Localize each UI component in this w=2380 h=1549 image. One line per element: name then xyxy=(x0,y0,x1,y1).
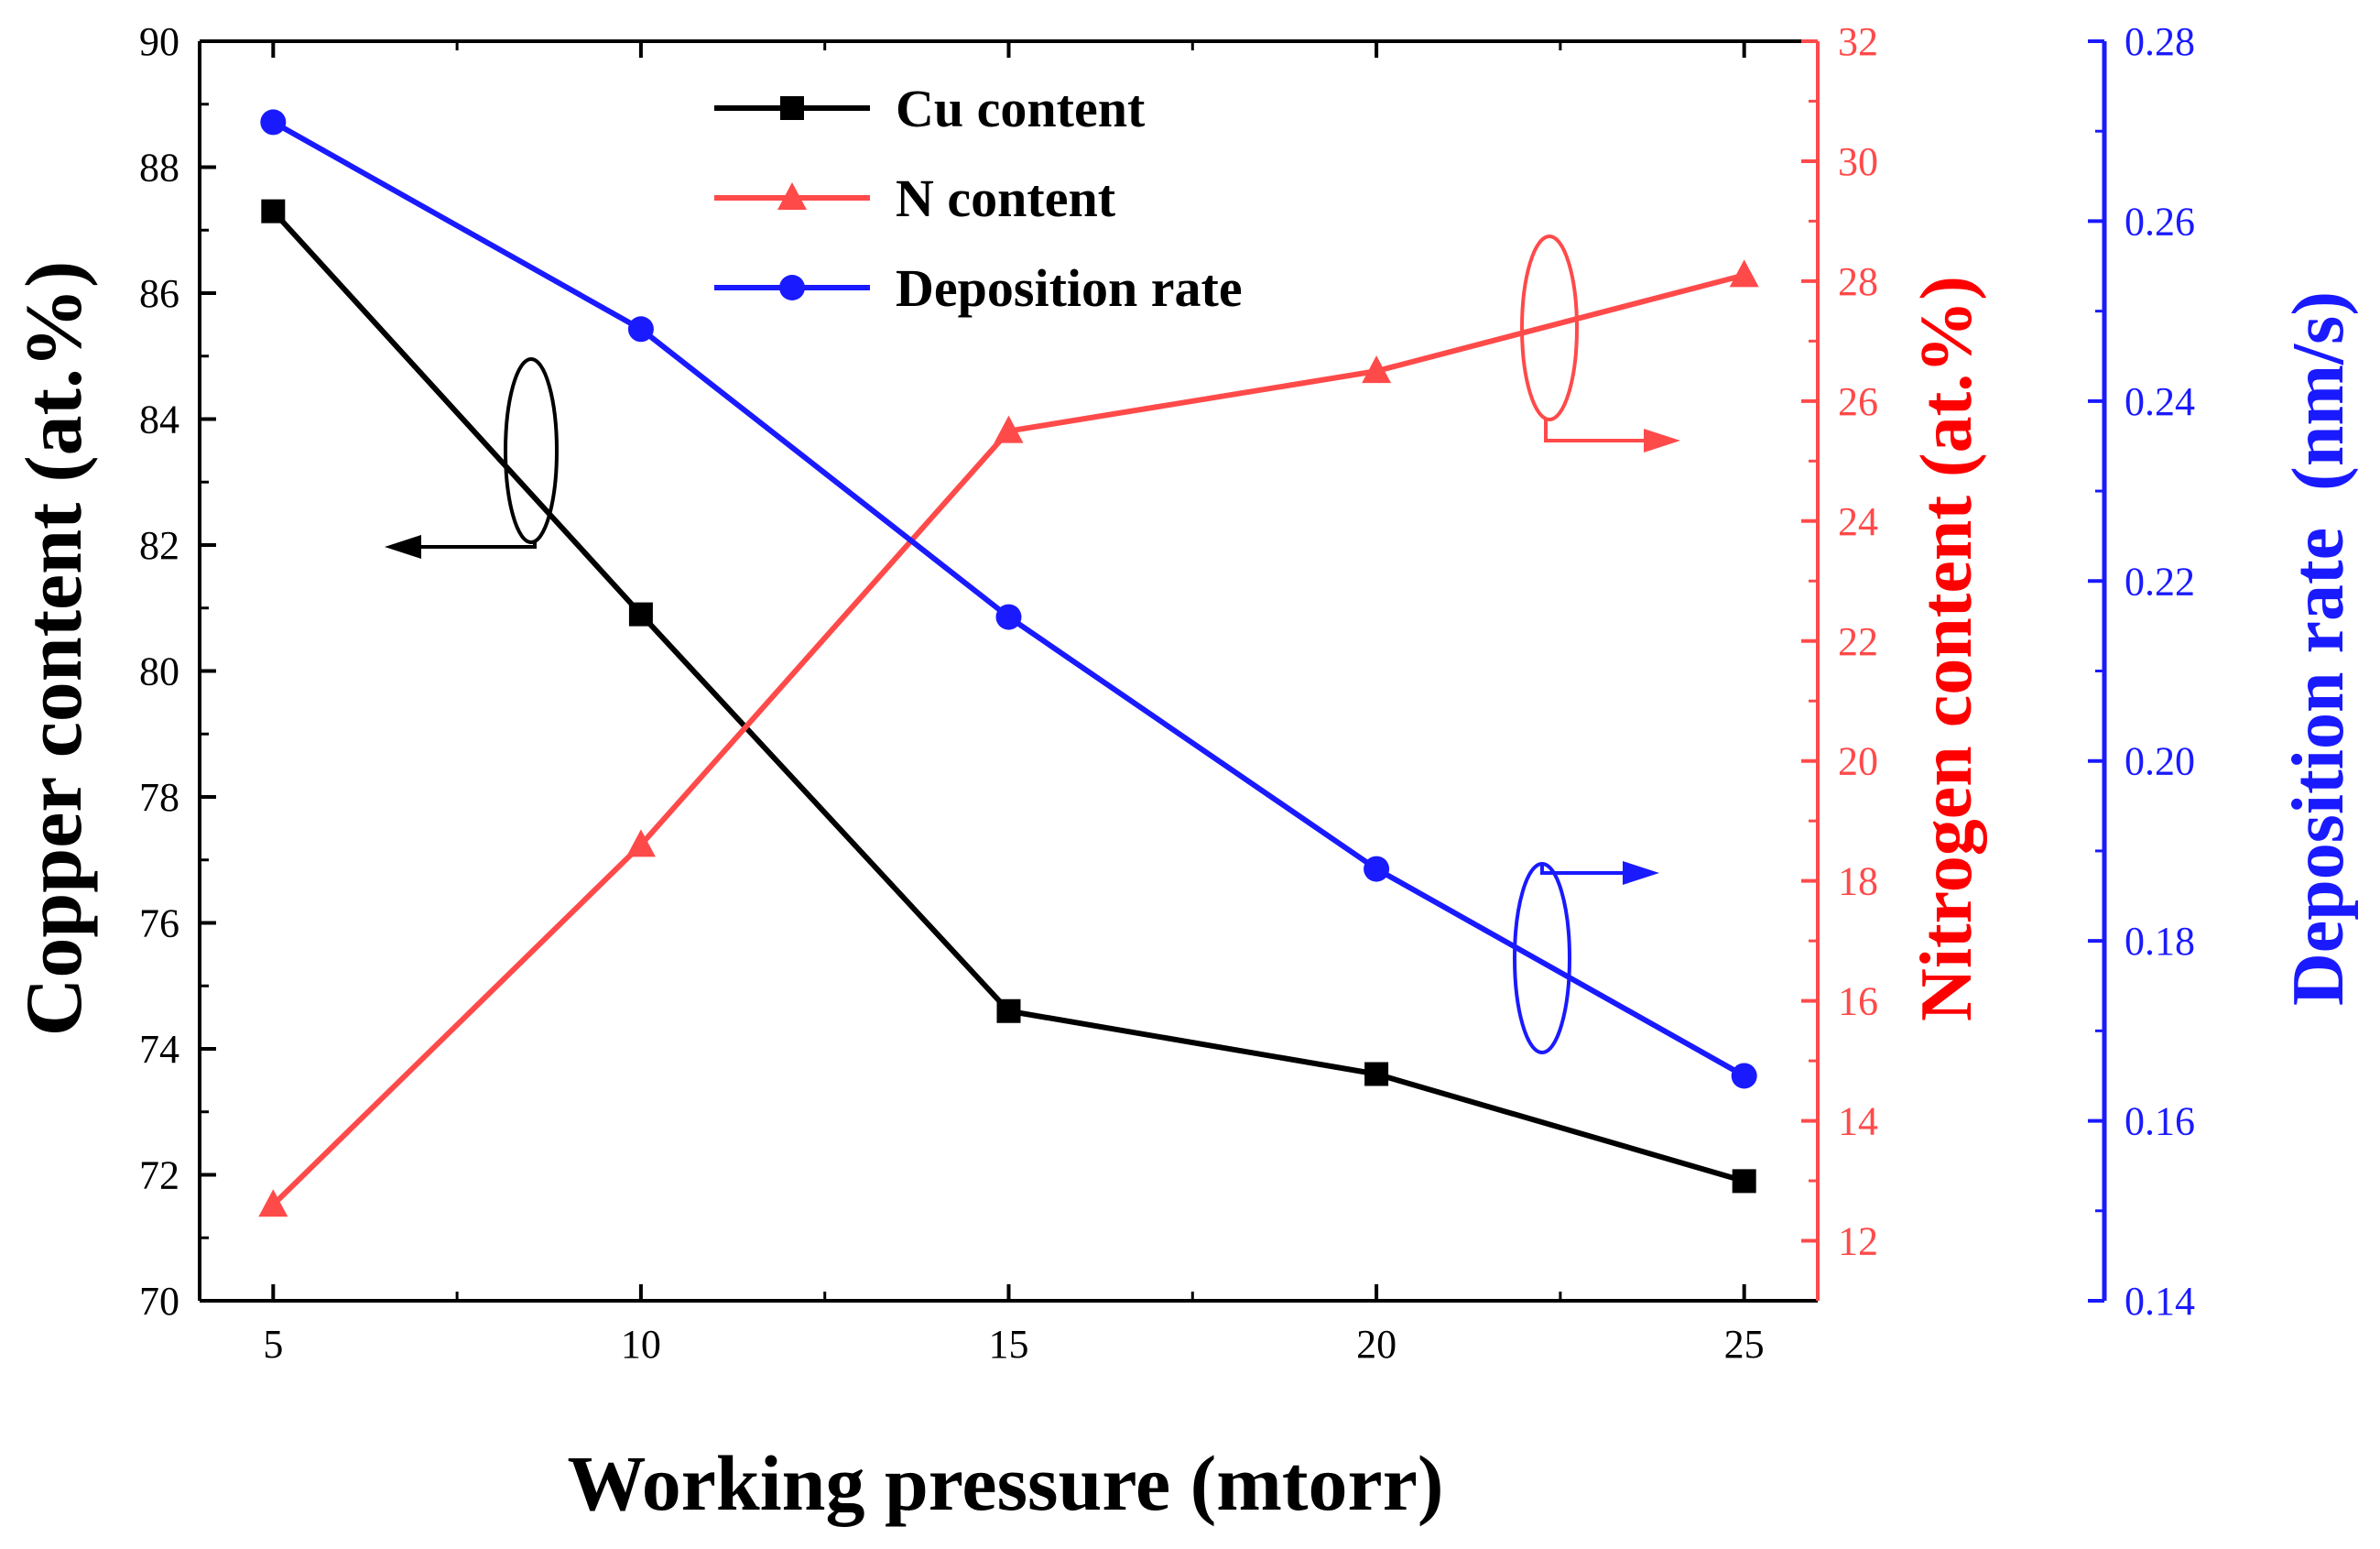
cu-content-point xyxy=(628,602,653,627)
deposition-axis-tick-label: 0.24 xyxy=(2125,379,2195,424)
n-content-point xyxy=(625,829,656,857)
deposition-axis-title: Deposition rate (nm/s) xyxy=(2278,291,2359,1006)
nitrogen-axis-tick-label: 28 xyxy=(1838,259,1878,304)
axis-titles: Working pressure (mtorr) Copper content … xyxy=(10,261,2359,1527)
left-axis-tick-label: 76 xyxy=(139,901,179,946)
cu-axis-indicator-arrowhead xyxy=(385,535,421,559)
left-axis-tick-label: 74 xyxy=(139,1027,179,1072)
plot-frame xyxy=(198,39,2107,1303)
axes-layer: 5 10 15 20 25 70 72 74 76 78 80 82 84 86 88 90 12 14 16 18 2… xyxy=(139,19,2195,1367)
legend-cu-content-marker xyxy=(780,96,804,120)
x-axis-title: Working pressure (mtorr) xyxy=(567,1439,1443,1527)
deposition-axis-indicator-arrowhead xyxy=(1623,861,1659,885)
cu-content-point xyxy=(261,199,286,224)
nitrogen-axis-tick-label: 16 xyxy=(1838,979,1878,1024)
left-axis-tick-label: 90 xyxy=(139,19,179,64)
left-axis-tick-label: 86 xyxy=(139,271,179,316)
left-axis-tick-label: 88 xyxy=(139,146,179,191)
nitrogen-axis-tick-label: 12 xyxy=(1838,1219,1878,1264)
deposition-axis-tick-label: 0.14 xyxy=(2125,1279,2195,1324)
nitrogen-axis-tick-label: 18 xyxy=(1838,859,1878,904)
legend-n-content-label: N content xyxy=(896,169,1116,228)
x-tick-label: 15 xyxy=(989,1322,1029,1367)
deposition-axis-title-main: Deposition rate xyxy=(2278,528,2359,1006)
left-axis-tick-label: 78 xyxy=(139,775,179,820)
n-content-point xyxy=(1362,355,1392,384)
cu-content-point xyxy=(996,998,1021,1023)
x-tick-label: 5 xyxy=(263,1322,283,1367)
nitrogen-axis-tick-label: 30 xyxy=(1838,139,1878,184)
n-content-point xyxy=(258,1189,288,1217)
deposition-axis-title-unit: (nm/s) xyxy=(2278,291,2359,491)
n-content-line xyxy=(271,272,1745,1207)
n-axis-indicator-arrow-shaft xyxy=(1544,420,1659,442)
cu-axis-indicator-ellipse xyxy=(504,357,559,544)
cu-content-point xyxy=(1364,1062,1389,1086)
legend-cu-content-label: Cu content xyxy=(896,79,1146,138)
legend-n-content-marker xyxy=(777,182,807,210)
deposition-axis-tick-label: 0.18 xyxy=(2125,919,2195,964)
deposition-rate-point xyxy=(1364,856,1390,882)
deposition-axis-tick-label: 0.28 xyxy=(2125,19,2195,64)
x-tick-label: 20 xyxy=(1356,1322,1396,1367)
legend-deposition-rate-label: Deposition rate xyxy=(896,258,1243,318)
n-axis-indicator-ellipse xyxy=(1520,235,1579,421)
deposition-axis-tick-label: 0.20 xyxy=(2125,739,2195,784)
left-axis-tick-label: 82 xyxy=(139,523,179,568)
x-tick-label: 10 xyxy=(621,1322,661,1367)
n-axis-indicator-arrowhead xyxy=(1644,429,1680,453)
left-axis-tick-label: 80 xyxy=(139,649,179,694)
series-layer xyxy=(258,109,1759,1217)
x-tick-label: 25 xyxy=(1724,1322,1765,1367)
n-content-point xyxy=(1729,259,1759,288)
left-axis-tick-label: 84 xyxy=(139,398,179,442)
deposition-axis-tick-label: 0.22 xyxy=(2125,559,2195,604)
left-axis-title: Copper content (at.%) xyxy=(10,261,99,1036)
deposition-axis-indicator-ellipse xyxy=(1513,862,1571,1054)
cu-content-point xyxy=(1732,1169,1756,1194)
axis-indicators xyxy=(385,235,1680,1054)
nitrogen-axis-tick-label: 26 xyxy=(1838,379,1878,424)
nitrogen-axis-tick-label: 22 xyxy=(1838,619,1878,664)
left-axis-tick-label: 70 xyxy=(139,1279,179,1324)
deposition-rate-point xyxy=(995,604,1022,630)
n-content-point xyxy=(994,415,1024,443)
legend: Cu content N content Deposition rate xyxy=(714,79,1243,318)
nitrogen-axis-tick-label: 32 xyxy=(1838,19,1878,64)
deposition-axis-tick-label: 0.26 xyxy=(2125,199,2195,244)
nitrogen-axis-tick-label: 20 xyxy=(1838,739,1878,784)
deposition-rate-point xyxy=(260,109,287,136)
nitrogen-axis-tick-label: 14 xyxy=(1838,1099,1878,1144)
deposition-rate-point xyxy=(627,316,654,343)
nitrogen-axis-tick-label: 24 xyxy=(1838,499,1878,544)
deposition-rate-point xyxy=(1731,1063,1757,1089)
nitrogen-axis-title: Nitrogen content (at.%) xyxy=(1907,276,1987,1021)
legend-deposition-rate-marker xyxy=(779,275,805,300)
deposition-axis-tick-label: 0.16 xyxy=(2125,1099,2195,1144)
deposition-axis-indicator-arrow-shaft xyxy=(1540,864,1639,875)
cu-axis-indicator-arrow-shaft xyxy=(403,542,537,549)
left-axis-tick-label: 72 xyxy=(139,1153,179,1198)
